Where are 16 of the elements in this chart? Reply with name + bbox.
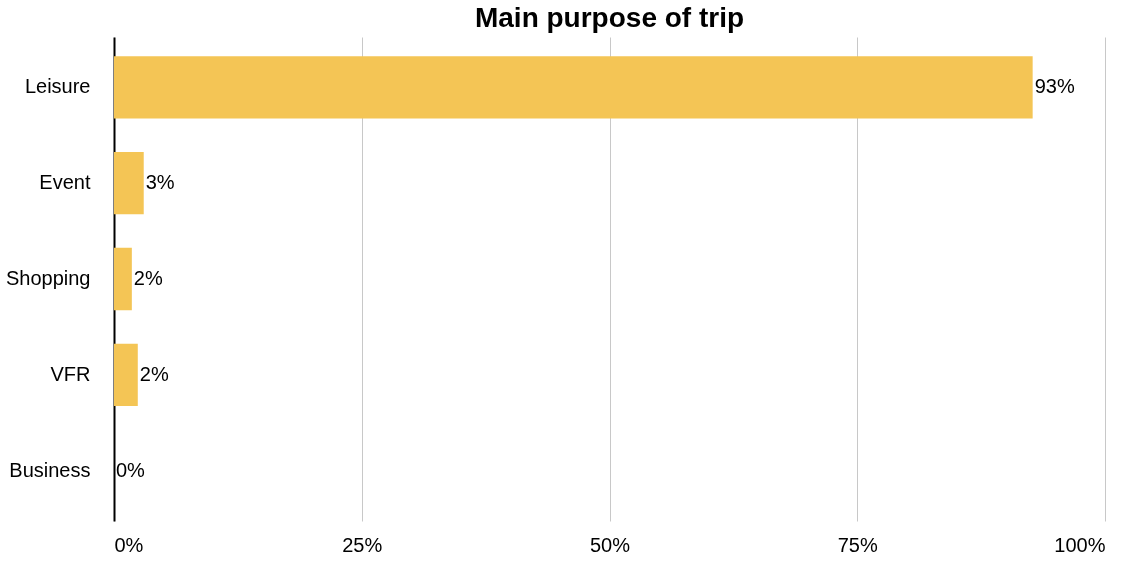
x-tick-label: 75%	[837, 533, 878, 556]
data-label: 93%	[1034, 75, 1075, 98]
x-tick-label: 50%	[589, 533, 631, 556]
y-tick-label: Leisure	[24, 75, 91, 98]
data-label: 2%	[139, 362, 169, 385]
data-label: 3%	[145, 171, 175, 194]
x-tick-label: 25%	[342, 533, 383, 556]
y-tick-label: Shopping	[5, 267, 91, 289]
data-label: 0%	[116, 458, 146, 481]
x-tick-label: 0%	[114, 533, 144, 556]
chart-title: Main purpose of trip	[474, 2, 745, 33]
y-tick-label: VFR	[50, 362, 91, 385]
y-tick-label: Business	[9, 458, 91, 481]
data-label: 2%	[133, 267, 163, 289]
x-tick-label: 100%	[1054, 533, 1106, 556]
y-tick-label: Event	[39, 171, 91, 194]
